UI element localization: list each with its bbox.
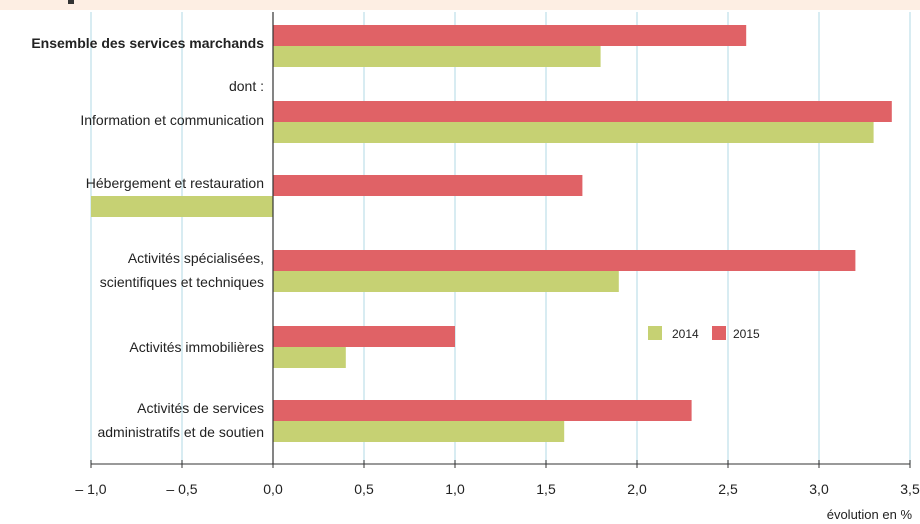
header-band xyxy=(0,0,920,10)
x-tick-label: 0,5 xyxy=(354,481,374,497)
category-label: Activités de services xyxy=(137,400,264,416)
bar-2015 xyxy=(273,250,856,271)
category-label: Hébergement et restauration xyxy=(86,175,264,191)
axes: – 1,0 – 0,5 0,0 0,5 1,0 1,5 2,0 2,5 3,0 3,5 xyxy=(75,12,920,497)
legend-label-2014: 2014 xyxy=(672,327,699,341)
legend: 2014 2015 xyxy=(648,326,760,341)
x-tick-label: 0,0 xyxy=(263,481,283,497)
bar-2015 xyxy=(273,25,747,46)
x-tick-label: 1,5 xyxy=(536,481,556,497)
x-axis-label: évolution en % xyxy=(827,507,913,522)
grid-lines xyxy=(90,12,911,464)
x-tick-label: 1,0 xyxy=(445,481,465,497)
legend-swatch-2015 xyxy=(712,326,726,340)
bar-2015 xyxy=(273,326,455,347)
category-labels: Ensemble des services marchands Informati… xyxy=(31,35,264,440)
sub-label: dont : xyxy=(229,78,264,94)
bar-2014 xyxy=(273,421,565,442)
x-tick-label: 3,5 xyxy=(900,481,920,497)
x-tick-label: – 1,0 xyxy=(75,481,106,497)
legend-label-2015: 2015 xyxy=(733,327,760,341)
x-tick-label: 3,0 xyxy=(809,481,829,497)
x-tick-label: 2,0 xyxy=(627,481,647,497)
bar-2014 xyxy=(273,271,619,292)
bar-2014 xyxy=(91,196,273,217)
category-label: scientifiques et techniques xyxy=(100,274,264,290)
x-tick-label: – 0,5 xyxy=(166,481,197,497)
bar-2015 xyxy=(273,175,583,196)
category-label: administratifs et de soutien xyxy=(97,424,264,440)
bars xyxy=(91,25,892,442)
bar-2014 xyxy=(273,46,601,67)
category-label: Ensemble des services marchands xyxy=(31,35,264,51)
bar-2014 xyxy=(273,122,874,143)
bar-2015 xyxy=(273,101,892,122)
x-tick-label: 2,5 xyxy=(718,481,738,497)
header-mark xyxy=(68,0,74,4)
category-label: Activités immobilières xyxy=(129,339,264,355)
category-label: Information et communication xyxy=(80,112,264,128)
legend-swatch-2014 xyxy=(648,326,662,340)
bar-2015 xyxy=(273,400,692,421)
category-label: Activités spécialisées, xyxy=(128,250,264,266)
bar-2014 xyxy=(273,347,346,368)
